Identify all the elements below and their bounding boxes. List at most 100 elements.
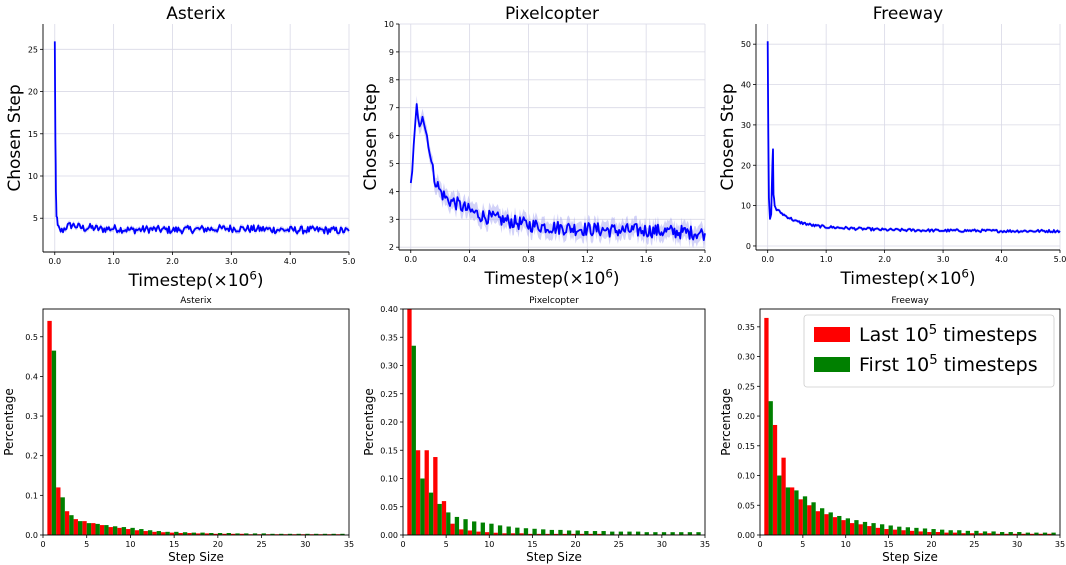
x-tick-label: 0.0: [761, 255, 774, 264]
x-tick-label: 0.4: [463, 255, 476, 264]
y-tick-label: 0.2: [25, 452, 38, 461]
bar-last: [204, 533, 210, 535]
bar-last: [73, 519, 78, 535]
bar-first: [837, 515, 842, 535]
bar-first: [182, 532, 188, 535]
bar-last: [597, 533, 602, 535]
bar-first: [480, 522, 485, 535]
bar-first: [95, 523, 100, 535]
bar-first: [549, 529, 554, 535]
bar-last: [918, 531, 923, 535]
y-tick-label: 0.35: [737, 323, 755, 332]
panel-title: Asterix: [166, 4, 225, 24]
bar-first: [854, 520, 859, 535]
bar-first: [558, 529, 563, 535]
y-tick-label: 0: [746, 242, 751, 251]
x-tick-label: 20: [213, 540, 223, 549]
bar-first: [86, 523, 92, 535]
bar-first: [828, 512, 833, 535]
y-tick-label: 0.40: [380, 305, 398, 314]
y-tick-label: 2: [389, 243, 394, 252]
bar-first: [1000, 532, 1005, 535]
y-axis-label: Percentage: [362, 388, 376, 456]
bar-last: [858, 524, 863, 535]
panel-line-pixelcopter: 0.0 0.4 0.8 1.2 1.6 2.0 2 3 4 5 6 7 8 9 10 Pixelcopter T…: [361, 4, 711, 289]
bar-last: [91, 523, 96, 535]
x-axis-label-sup: 6: [961, 267, 969, 281]
bar-first: [965, 530, 970, 535]
y-tick-label: 50: [741, 40, 751, 49]
bar-first: [820, 508, 825, 535]
y-axis-label: Percentage: [719, 388, 733, 456]
bar-first: [661, 532, 667, 535]
bar-last: [99, 525, 105, 535]
y-axis-label: Chosen Step: [361, 83, 381, 190]
y-tick-label: 20: [741, 161, 751, 170]
bar-last: [519, 533, 524, 535]
legend-swatch-first: [814, 357, 850, 372]
legend-label-first-text: First 10: [859, 354, 929, 376]
x-tick-label: 5: [800, 540, 805, 549]
x-tick-label: 25: [969, 540, 979, 549]
x-tick-label: 0: [40, 540, 45, 549]
x-axis-label: Step Size: [168, 550, 224, 564]
bar-first: [845, 518, 850, 535]
bar-first: [121, 527, 127, 535]
bar-last: [927, 532, 932, 535]
legend-label-last-tail: timesteps: [937, 324, 1037, 346]
x-tick-label: 20: [570, 540, 580, 549]
bar-last: [196, 533, 201, 535]
bar-first: [974, 530, 979, 535]
bar-first: [601, 531, 606, 535]
bar-last: [502, 533, 507, 535]
bar-last: [152, 531, 157, 535]
bar-first: [541, 529, 546, 535]
x-tick-label: 2.0: [166, 257, 179, 266]
bar-first: [287, 533, 293, 535]
panel-title: Pixelcopter: [529, 296, 579, 306]
y-tick-label: 8: [389, 76, 394, 85]
x-axis-label: Timestep(×106): [127, 269, 263, 291]
bar-last: [108, 527, 113, 535]
bar-last: [935, 532, 940, 535]
y-tick-label: 0.05: [380, 503, 398, 512]
bar-last: [824, 514, 829, 535]
y-tick-label: 5: [389, 160, 394, 169]
bar-first: [644, 532, 649, 535]
bar-first: [77, 521, 83, 535]
bar-last: [961, 533, 966, 535]
legend-label-last-text: Last 10: [859, 324, 929, 346]
y-tick-label: 9: [389, 48, 394, 57]
y-tick-label: 0.30: [380, 362, 398, 371]
bar-last: [815, 511, 820, 535]
bar-last: [82, 521, 87, 535]
bar-last: [1047, 533, 1052, 535]
bar-last: [459, 529, 464, 535]
bar-first: [897, 526, 902, 535]
y-tick-label: 0.0: [25, 531, 38, 540]
legend-swatch-last: [814, 327, 850, 342]
bar-last: [187, 533, 192, 535]
panel-line-freeway: 0.0 1.0 2.0 3.0 4.0 5.0 0 10 20 30 40 50 Freeway Time…: [718, 4, 1066, 289]
bar-last: [230, 533, 236, 535]
y-axis-label: Chosen Step: [718, 83, 738, 190]
bar-last: [161, 532, 166, 535]
x-tick-label: 4.0: [284, 257, 297, 266]
x-tick-label: 4.0: [995, 255, 1008, 264]
x-tick-label: 15: [527, 540, 537, 549]
x-axis-label-text: Timestep(×10: [127, 271, 249, 291]
confidence-band: [410, 95, 705, 249]
bar-first: [200, 532, 205, 535]
bar-last: [850, 523, 855, 535]
axes-frame: [759, 308, 1061, 536]
bar-last: [892, 529, 898, 535]
bar-first: [506, 526, 511, 535]
bar-first: [104, 525, 109, 535]
y-tick-label: 4: [389, 187, 394, 196]
y-tick-label: 0.25: [380, 390, 398, 399]
bar-first: [687, 532, 693, 535]
bar-last: [126, 529, 131, 535]
bar-first: [279, 533, 284, 535]
bar-first: [862, 521, 868, 535]
y-tick-label: 10: [28, 172, 38, 181]
